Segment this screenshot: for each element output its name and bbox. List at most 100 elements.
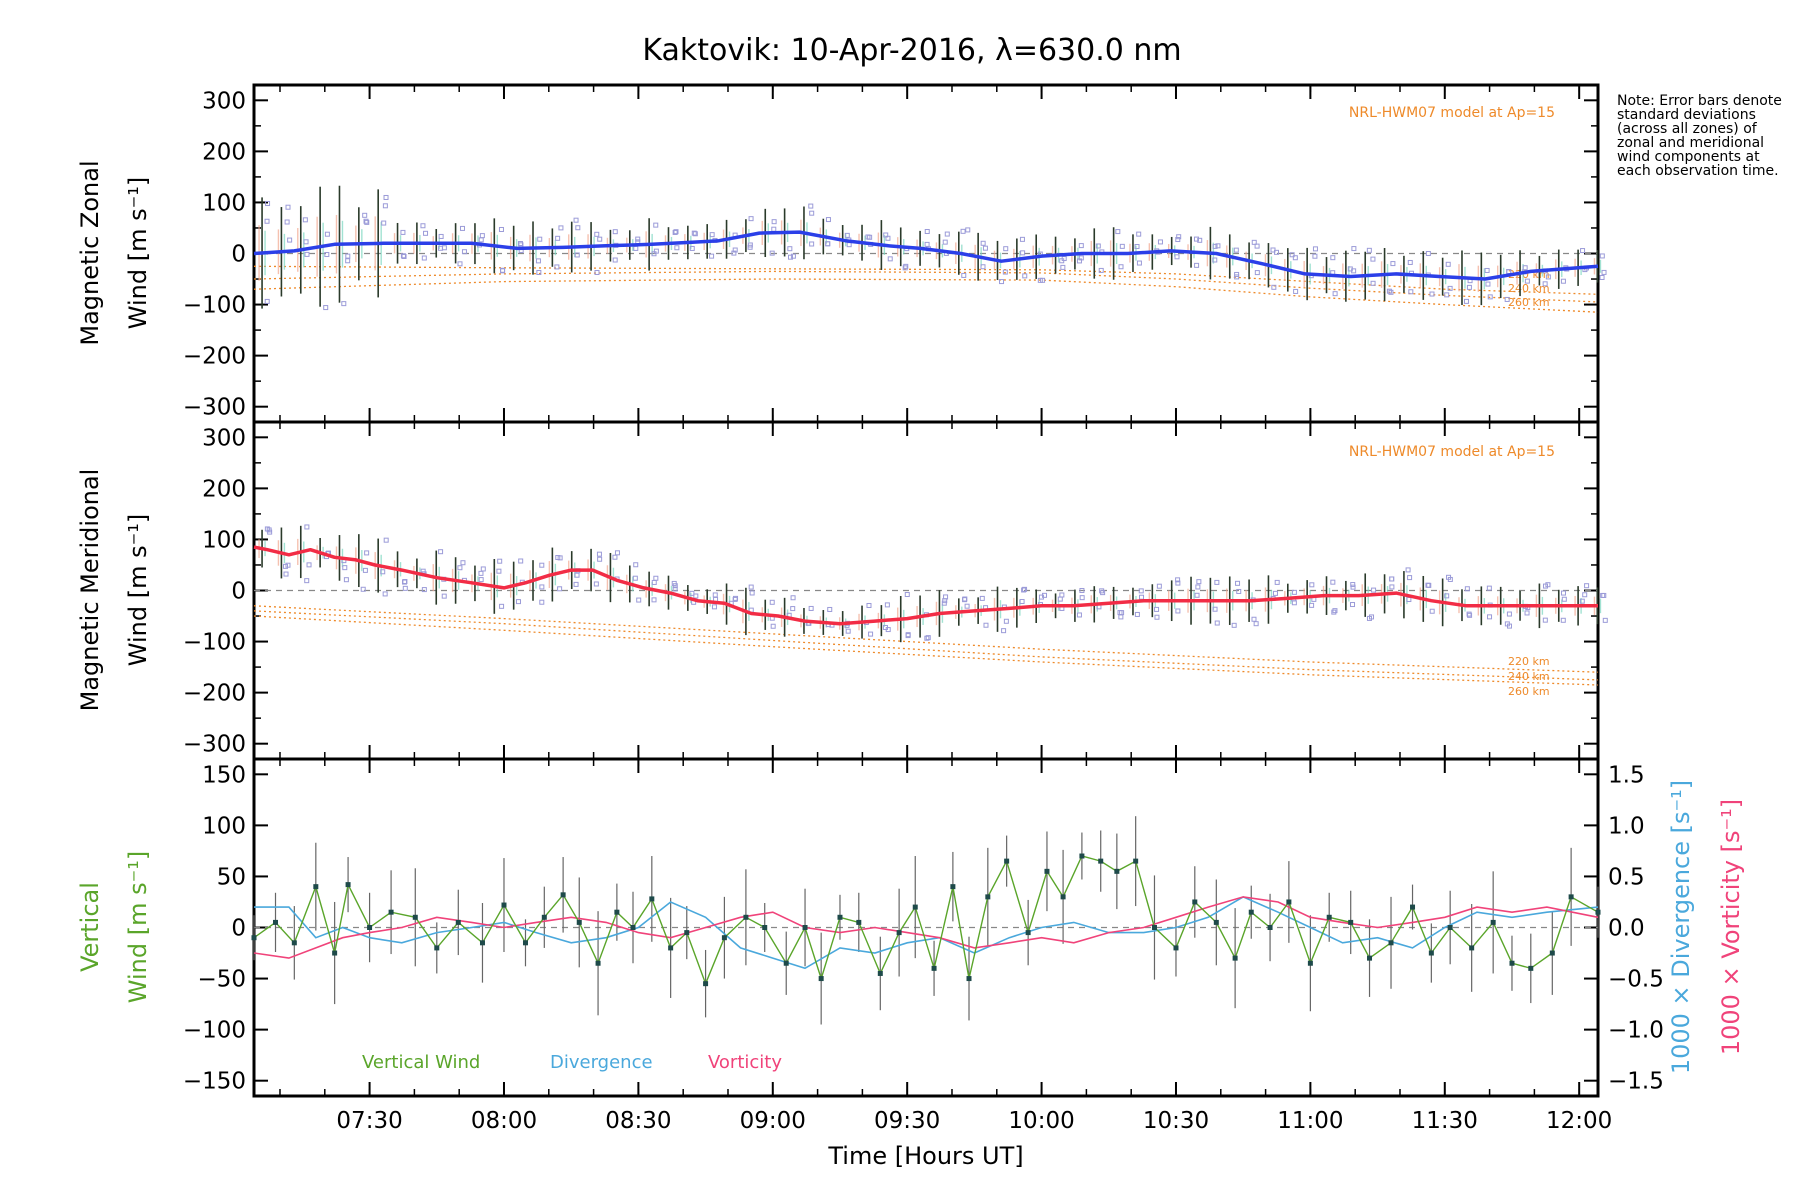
vertical-wind-point	[1173, 945, 1179, 951]
zone-point	[748, 216, 754, 222]
zone-point	[478, 237, 484, 243]
zone-point	[1370, 280, 1376, 286]
zone-point	[1175, 580, 1181, 586]
zone-point	[883, 232, 889, 238]
zone-point	[1369, 614, 1375, 620]
vertical-ylabel-line2: Wind [m s⁻¹]	[124, 851, 152, 1003]
zone-point	[283, 571, 289, 577]
zone-point	[846, 242, 852, 248]
zone-point	[1332, 291, 1338, 297]
zone-point	[885, 627, 891, 633]
zone-point	[360, 586, 366, 592]
zone-point	[1061, 256, 1067, 262]
zone-point	[1466, 284, 1472, 290]
y-tick-label: 100	[202, 527, 246, 553]
vorticity-ylabel: 1000 × Vorticity [s⁻¹]	[1717, 799, 1745, 1055]
zone-point	[517, 241, 523, 247]
zone-point	[731, 250, 737, 256]
zonal-wind-line	[253, 230, 1599, 281]
zone-point	[1293, 288, 1299, 294]
zone-point	[1037, 277, 1043, 283]
zone-point	[302, 217, 308, 223]
zone-point	[1350, 584, 1356, 590]
vertical-wind-point	[1044, 868, 1050, 874]
vertical-wind-point	[1490, 919, 1496, 925]
zone-point	[1060, 264, 1066, 270]
zone-point	[363, 218, 369, 224]
zone-point	[1389, 576, 1395, 582]
zone-point	[983, 622, 989, 628]
zone-point	[709, 232, 715, 238]
y2-tick-label: 0.5	[1608, 864, 1645, 890]
zone-point	[382, 591, 388, 597]
zone-point	[1235, 580, 1241, 586]
vertical-wind-point	[367, 925, 373, 930]
zone-point	[1136, 231, 1142, 237]
zonal-ylabel-line1: Magnetic Zonal	[76, 160, 104, 345]
zone-point	[1118, 264, 1124, 270]
zone-point	[771, 226, 777, 232]
zone-point	[597, 556, 603, 562]
zone-point	[1212, 606, 1218, 612]
zone-point	[965, 227, 971, 233]
vertical-wind-point	[1004, 858, 1010, 864]
zone-point	[1291, 600, 1297, 606]
zone-point	[438, 245, 444, 251]
vertical-wind-point	[479, 940, 485, 946]
zone-point	[651, 597, 657, 603]
zone-point	[1486, 585, 1492, 591]
zone-point	[982, 245, 988, 251]
vertical-wind-point	[630, 925, 636, 930]
vertical-wind-point	[896, 930, 902, 936]
zone-point	[539, 599, 545, 605]
y-tick-label: −100	[183, 1018, 246, 1044]
x-tick-label: 08:30	[605, 1108, 671, 1134]
zone-point	[536, 269, 542, 275]
zone-point	[732, 247, 738, 253]
zone-point	[689, 245, 695, 251]
zone-point	[1236, 588, 1242, 594]
model-curve	[253, 615, 1599, 686]
zone-point	[323, 305, 329, 311]
zone-point	[1234, 271, 1240, 277]
zone-point	[380, 569, 386, 575]
zone-point	[1484, 267, 1490, 273]
zone-point	[1194, 592, 1200, 598]
zone-point	[1560, 617, 1566, 623]
zone-point	[632, 575, 638, 581]
vertical-wind-point	[1326, 914, 1332, 920]
zone-point	[691, 230, 697, 236]
vertical-wind-point	[1410, 904, 1416, 910]
zone-point	[1350, 582, 1356, 588]
zone-point	[1175, 608, 1181, 614]
zone-point	[421, 587, 427, 593]
x-axis-label: Time [Hours UT]	[827, 1142, 1023, 1170]
zone-point	[905, 632, 911, 638]
vertical-wind-point	[802, 925, 808, 930]
zone-point	[1099, 588, 1105, 594]
vertical-wind-point	[251, 935, 257, 941]
zone-point	[500, 268, 506, 274]
zone-point	[1444, 292, 1450, 298]
vertical-wind-point	[1267, 925, 1273, 930]
vertical-wind-point	[1469, 945, 1475, 951]
zone-point	[1138, 588, 1144, 594]
zone-point	[1330, 255, 1336, 261]
zone-point	[1545, 274, 1551, 280]
zone-point	[1366, 247, 1372, 253]
zone-point	[1429, 291, 1435, 297]
zone-point	[941, 600, 947, 606]
zone-point	[400, 229, 406, 235]
zone-point	[979, 595, 985, 601]
model-curve	[253, 605, 1599, 673]
zone-point	[1351, 246, 1357, 252]
zone-point	[1195, 584, 1201, 590]
y-tick-label: 0	[231, 916, 246, 942]
zone-point	[573, 581, 579, 587]
x-tick-label: 10:30	[1143, 1108, 1209, 1134]
vertical-wind-point	[950, 884, 956, 890]
zone-point	[1390, 261, 1396, 267]
zone-point	[1560, 278, 1566, 284]
y-tick-label: −200	[183, 344, 246, 370]
vertical-wind-point	[1232, 955, 1238, 961]
